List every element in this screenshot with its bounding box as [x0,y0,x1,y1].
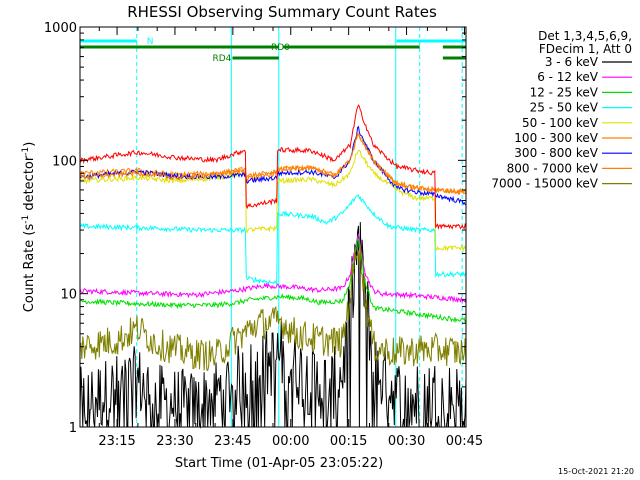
legend-label: 300 - 800 keV [514,146,598,160]
legend-label: 3 - 6 keV [545,55,599,69]
y-label-part: ) [22,142,37,147]
y-axis-label: Count Rate (s-1 detector-1) [21,142,37,313]
series-line [79,149,467,253]
series-lines [79,104,467,429]
x-tick-label: 00:15 [330,434,367,449]
x-tick-label: 23:15 [98,434,135,449]
state-bar-segment [232,56,279,60]
y-label-part: detector [22,155,37,215]
series-line [79,194,467,286]
legend-label: 800 - 7000 keV [507,161,599,175]
x-tick-label: 00:45 [446,434,483,449]
state-bar-label: N [147,37,154,47]
y-label-exponent: -1 [21,147,31,156]
legend-label: 50 - 100 keV [522,116,599,130]
state-bar-label: RD4 [212,54,231,64]
state-bar-segment [442,45,466,49]
state-bar-segment [282,45,420,49]
state-bar-label: RD0 [271,43,290,53]
state-bars: N RD0 RD4 [80,37,466,64]
y-tick-label: 10 [60,288,77,303]
state-bar-segment [442,56,466,60]
y-label-part: Count Rate (s [22,224,37,313]
legend-label: 6 - 12 keV [537,70,599,84]
series-line [79,131,467,196]
legend-header: FDecim 1, Att 0 [539,42,632,56]
y-tick-label: 1000 [44,21,77,36]
x-tick-label: 00:00 [272,434,309,449]
series-line [79,244,467,372]
footer-timestamp: 15-Oct-2021 21:20 [558,467,634,476]
state-bar-segment [396,39,466,43]
x-tick-label: 00:30 [388,434,425,449]
legend-label: 25 - 50 keV [530,101,599,115]
series-line [79,232,467,304]
y-label-exponent: -1 [21,215,31,224]
series-line [79,104,467,230]
legend-label: 12 - 25 keV [530,85,599,99]
state-bar-segment [80,45,279,49]
legend: Det 1,3,4,5,6,9,FDecim 1, Att 03 - 6 keV… [491,29,632,191]
state-bar-segment [80,39,137,43]
y-tick-label: 1 [69,421,77,436]
x-axis-label: Start Time (01-Apr-05 23:05:22) [175,456,383,471]
legend-label: 7000 - 15000 keV [491,177,598,191]
series-line [79,222,467,429]
legend-label: 100 - 300 keV [514,131,598,145]
series-line [79,133,467,196]
series-line [79,237,467,324]
ticks: 1 10 100 1000 23:15 23:30 23:45 00:00 00:15 00:30… [44,21,483,449]
x-tick-label: 23:30 [156,434,193,449]
series-line [79,125,467,206]
chart-title: RHESSI Observing Summary Count Rates [127,3,437,21]
y-tick-label: 100 [52,154,77,169]
x-tick-label: 23:45 [214,434,251,449]
legend-header: Det 1,3,4,5,6,9, [538,29,632,43]
